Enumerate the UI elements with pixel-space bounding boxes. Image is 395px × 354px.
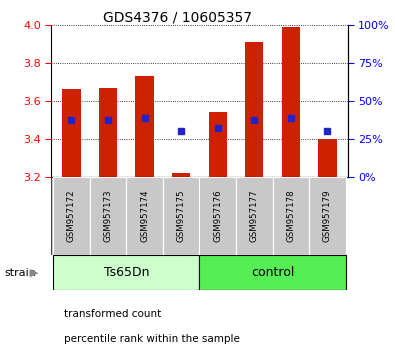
Text: GSM957178: GSM957178	[286, 190, 295, 242]
Bar	[99, 87, 117, 177]
Text: GSM957172: GSM957172	[67, 190, 76, 242]
Bar	[135, 76, 154, 177]
Text: GSM957179: GSM957179	[323, 190, 332, 242]
Bar	[163, 177, 199, 255]
Text: GSM957176: GSM957176	[213, 190, 222, 242]
Text: ▶: ▶	[30, 268, 39, 278]
Text: strain: strain	[4, 268, 36, 278]
Text: GDS4376 / 10605357: GDS4376 / 10605357	[103, 11, 252, 25]
Bar	[282, 27, 300, 177]
Text: transformed count: transformed count	[64, 309, 161, 319]
Bar	[236, 177, 273, 255]
Text: Ts65Dn: Ts65Dn	[103, 266, 149, 279]
Bar	[62, 90, 81, 177]
Text: percentile rank within the sample: percentile rank within the sample	[64, 334, 240, 344]
Bar	[318, 139, 337, 177]
Text: GSM957174: GSM957174	[140, 190, 149, 242]
Bar	[199, 255, 346, 290]
Bar	[172, 173, 190, 177]
Bar	[199, 177, 236, 255]
Text: GSM957173: GSM957173	[103, 190, 113, 242]
Bar	[309, 177, 346, 255]
Text: GSM957175: GSM957175	[177, 190, 186, 242]
Bar	[53, 177, 90, 255]
Bar	[245, 42, 263, 177]
Bar	[53, 255, 199, 290]
Text: GSM957177: GSM957177	[250, 190, 259, 242]
Bar	[273, 177, 309, 255]
Bar	[126, 177, 163, 255]
Bar	[209, 112, 227, 177]
Bar	[90, 177, 126, 255]
Text: control: control	[251, 266, 294, 279]
